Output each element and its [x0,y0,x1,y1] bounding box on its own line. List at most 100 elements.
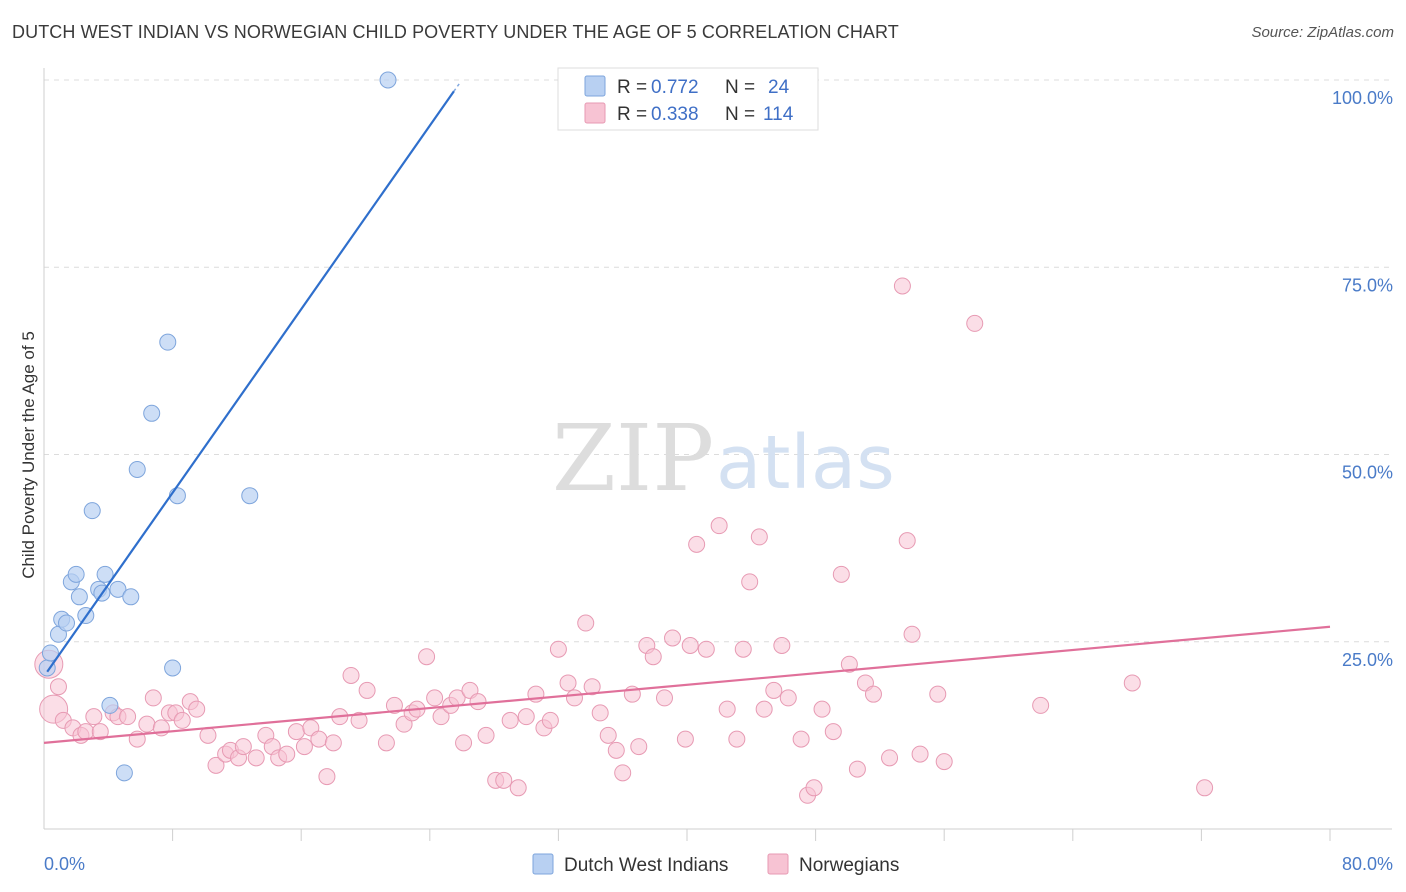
norwegians-point-48 [432,708,450,726]
norwegians-point-40 [358,681,376,699]
y-tick-label-75: 75.0% [1342,275,1393,295]
legend-r-value-2: 0.338 [651,104,699,125]
dutch-west-indians-point-9 [83,502,101,520]
norwegians-point-5 [77,723,95,741]
bottom-legend-swatch-pink [767,853,789,875]
dutch-west-indians-point-6 [70,588,88,606]
norwegians-point-83 [718,700,736,718]
norwegians-point-76 [655,689,673,707]
legend-box: R = 0.772 N = 24 R = 0.338 N = 114 [557,67,819,131]
legend-n-label-2: N = [725,104,755,125]
norwegians-point-6 [85,708,103,726]
norwegians-point-99 [848,760,866,778]
norwegians-point-86 [741,573,759,591]
norwegians-point-108 [935,753,953,771]
norwegians-point-34 [310,730,328,748]
norwegians-point-38 [342,666,360,684]
dutch-west-indians-trendline-extension [453,81,461,92]
norwegians-point-78 [676,730,694,748]
watermark-atlas: atlas [716,420,895,506]
norwegians-point-101 [864,685,882,703]
norwegians-point-21 [207,756,225,774]
norwegians-point-112 [1196,779,1214,797]
dutch-west-indians-point-18 [143,404,161,422]
norwegians-point-47 [426,689,444,707]
norwegians-point-94 [805,779,823,797]
norwegians-point-77 [664,629,682,647]
norwegians-point-75 [644,648,662,666]
norwegians-point-25 [234,738,252,756]
dutch-west-indians-point-22 [241,487,259,505]
norwegians-point-105 [903,625,921,643]
legend-n-label-1: N = [725,77,755,98]
norwegians-point-32 [295,738,313,756]
norwegians-point-102 [881,749,899,767]
norwegians-point-68 [591,704,609,722]
norwegians-point-106 [911,745,929,763]
norwegians-point-26 [247,749,265,767]
dutch-west-indians-point-15 [115,764,133,782]
y-tick-labels: 25.0% 50.0% 75.0% 100.0% [1332,88,1393,670]
y-tick-label-50: 50.0% [1342,463,1393,483]
watermark-zip: ZIP [552,405,714,512]
norwegians-point-36 [324,734,342,752]
dutch-west-indians-point-14 [109,580,127,598]
legend-r-value-1: 0.772 [651,77,699,98]
chart-source: Source: ZipAtlas.com [1251,24,1394,41]
norwegians-point-85 [734,640,752,658]
legend-r-label-2: R = [617,104,647,125]
norwegians-point-104 [898,532,916,550]
bottom-legend-label-dutch-west-indians: Dutch West Indians [564,855,728,876]
norwegians-point-13 [144,689,162,707]
norwegians-point-88 [755,700,773,718]
x-tick-label-max: 80.0% [1342,854,1393,874]
norwegians-point-103 [893,277,911,295]
norwegians-point-12 [138,715,156,733]
norwegians-point-92 [792,730,810,748]
norwegians-point-62 [541,711,559,729]
norwegians-point-66 [577,614,595,632]
x-tick-label-min: 0.0% [44,854,85,874]
norwegians-point-58 [509,779,527,797]
norwegians-point-87 [750,528,768,546]
norwegians-point-10 [119,708,137,726]
norwegians-point-111 [1123,674,1141,692]
norwegians-point-109 [966,314,984,332]
norwegians-point-107 [929,685,947,703]
dutch-west-indians-point-12 [96,565,114,583]
dutch-west-indians-point-20 [164,659,182,677]
norwegians-point-64 [559,674,577,692]
y-axis-label: Child Poverty Under the Age of 5 [19,331,38,579]
norwegians-point-20 [199,726,217,744]
norwegians-point-97 [832,565,850,583]
norwegians-point-67 [583,678,601,696]
gridlines [44,79,1392,643]
norwegians-point-42 [385,696,403,714]
norwegians-point-31 [287,723,305,741]
dutch-west-indians-point-4 [58,614,76,632]
norwegians-point-81 [697,640,715,658]
legend-swatch-pink [584,102,606,124]
norwegians-point-46 [418,648,436,666]
norwegians-point-79 [681,636,699,654]
norwegians-point-19 [188,700,206,718]
norwegians-point-57 [501,711,519,729]
norwegians-point-84 [728,730,746,748]
dutch-west-indians-point-17 [128,460,146,478]
bottom-legend-label-norwegians: Norwegians [799,855,899,876]
norwegians-point-95 [813,700,831,718]
series-norwegians-points [34,277,1214,804]
norwegians-point-96 [824,723,842,741]
norwegians-point-63 [549,640,567,658]
norwegians-point-89 [765,681,783,699]
norwegians-point-41 [377,734,395,752]
norwegians-point-70 [607,741,625,759]
norwegians-point-35 [318,768,336,786]
norwegians-point-98 [840,655,858,673]
norwegians-point-59 [517,708,535,726]
norwegians-point-80 [688,535,706,553]
dutch-west-indians-point-13 [101,696,119,714]
y-tick-label-25: 25.0% [1342,650,1393,670]
norwegians-point-73 [630,738,648,756]
